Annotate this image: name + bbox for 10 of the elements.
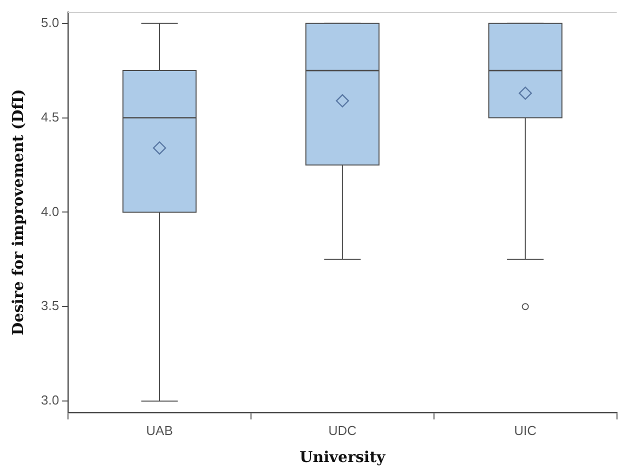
y-tick-label: 4.0 [40, 204, 60, 219]
x-tick-label: UIC [514, 422, 537, 438]
y-tick-label: 3.5 [40, 298, 60, 314]
y-axis-title: Desire for improvement (DfI) [8, 89, 27, 336]
x-tick-label: UDC [328, 422, 357, 438]
y-tick-label: 4.5 [40, 109, 60, 124]
x-tick-label: UAB [146, 422, 173, 438]
x-axis-title: University [300, 448, 387, 466]
y-tick-label: 3.0 [40, 392, 60, 408]
y-tick-label: 5.0 [40, 14, 60, 30]
